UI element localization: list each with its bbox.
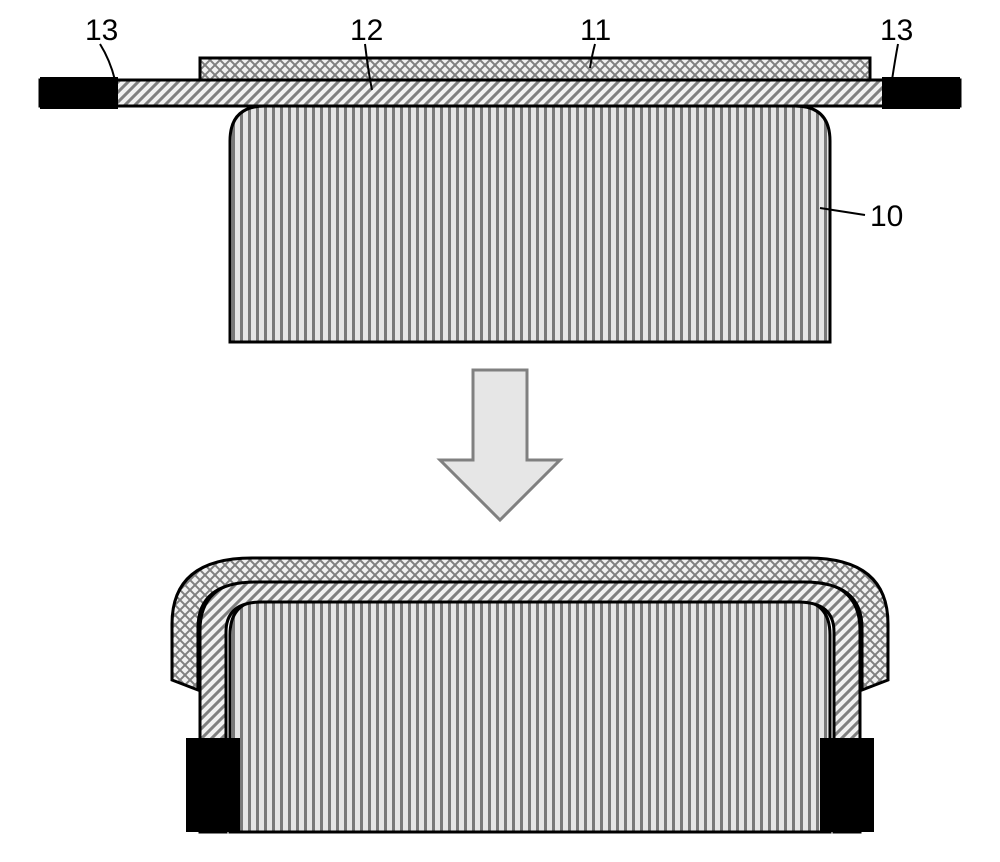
bottom-figure	[172, 558, 888, 832]
part-12-strip	[40, 80, 960, 106]
leader-13-right	[892, 44, 898, 80]
bottom-block-left	[186, 738, 240, 832]
label-11: 11	[580, 14, 611, 48]
part-13-left	[40, 77, 118, 109]
label-13-left: 13	[85, 14, 118, 48]
diagram-canvas: 13 12 11 13 10	[0, 0, 1000, 862]
part-13-right	[882, 77, 960, 109]
label-13-right: 13	[880, 14, 913, 48]
leader-13-left	[100, 44, 115, 80]
label-12: 12	[350, 14, 383, 48]
bottom-body	[230, 600, 830, 832]
bottom-block-right	[820, 738, 874, 832]
part-10-body	[230, 106, 830, 342]
top-figure	[40, 44, 960, 342]
down-arrow	[440, 370, 560, 520]
diagram-svg	[0, 0, 1000, 862]
part-11-layer	[200, 58, 870, 80]
label-10: 10	[870, 200, 903, 234]
